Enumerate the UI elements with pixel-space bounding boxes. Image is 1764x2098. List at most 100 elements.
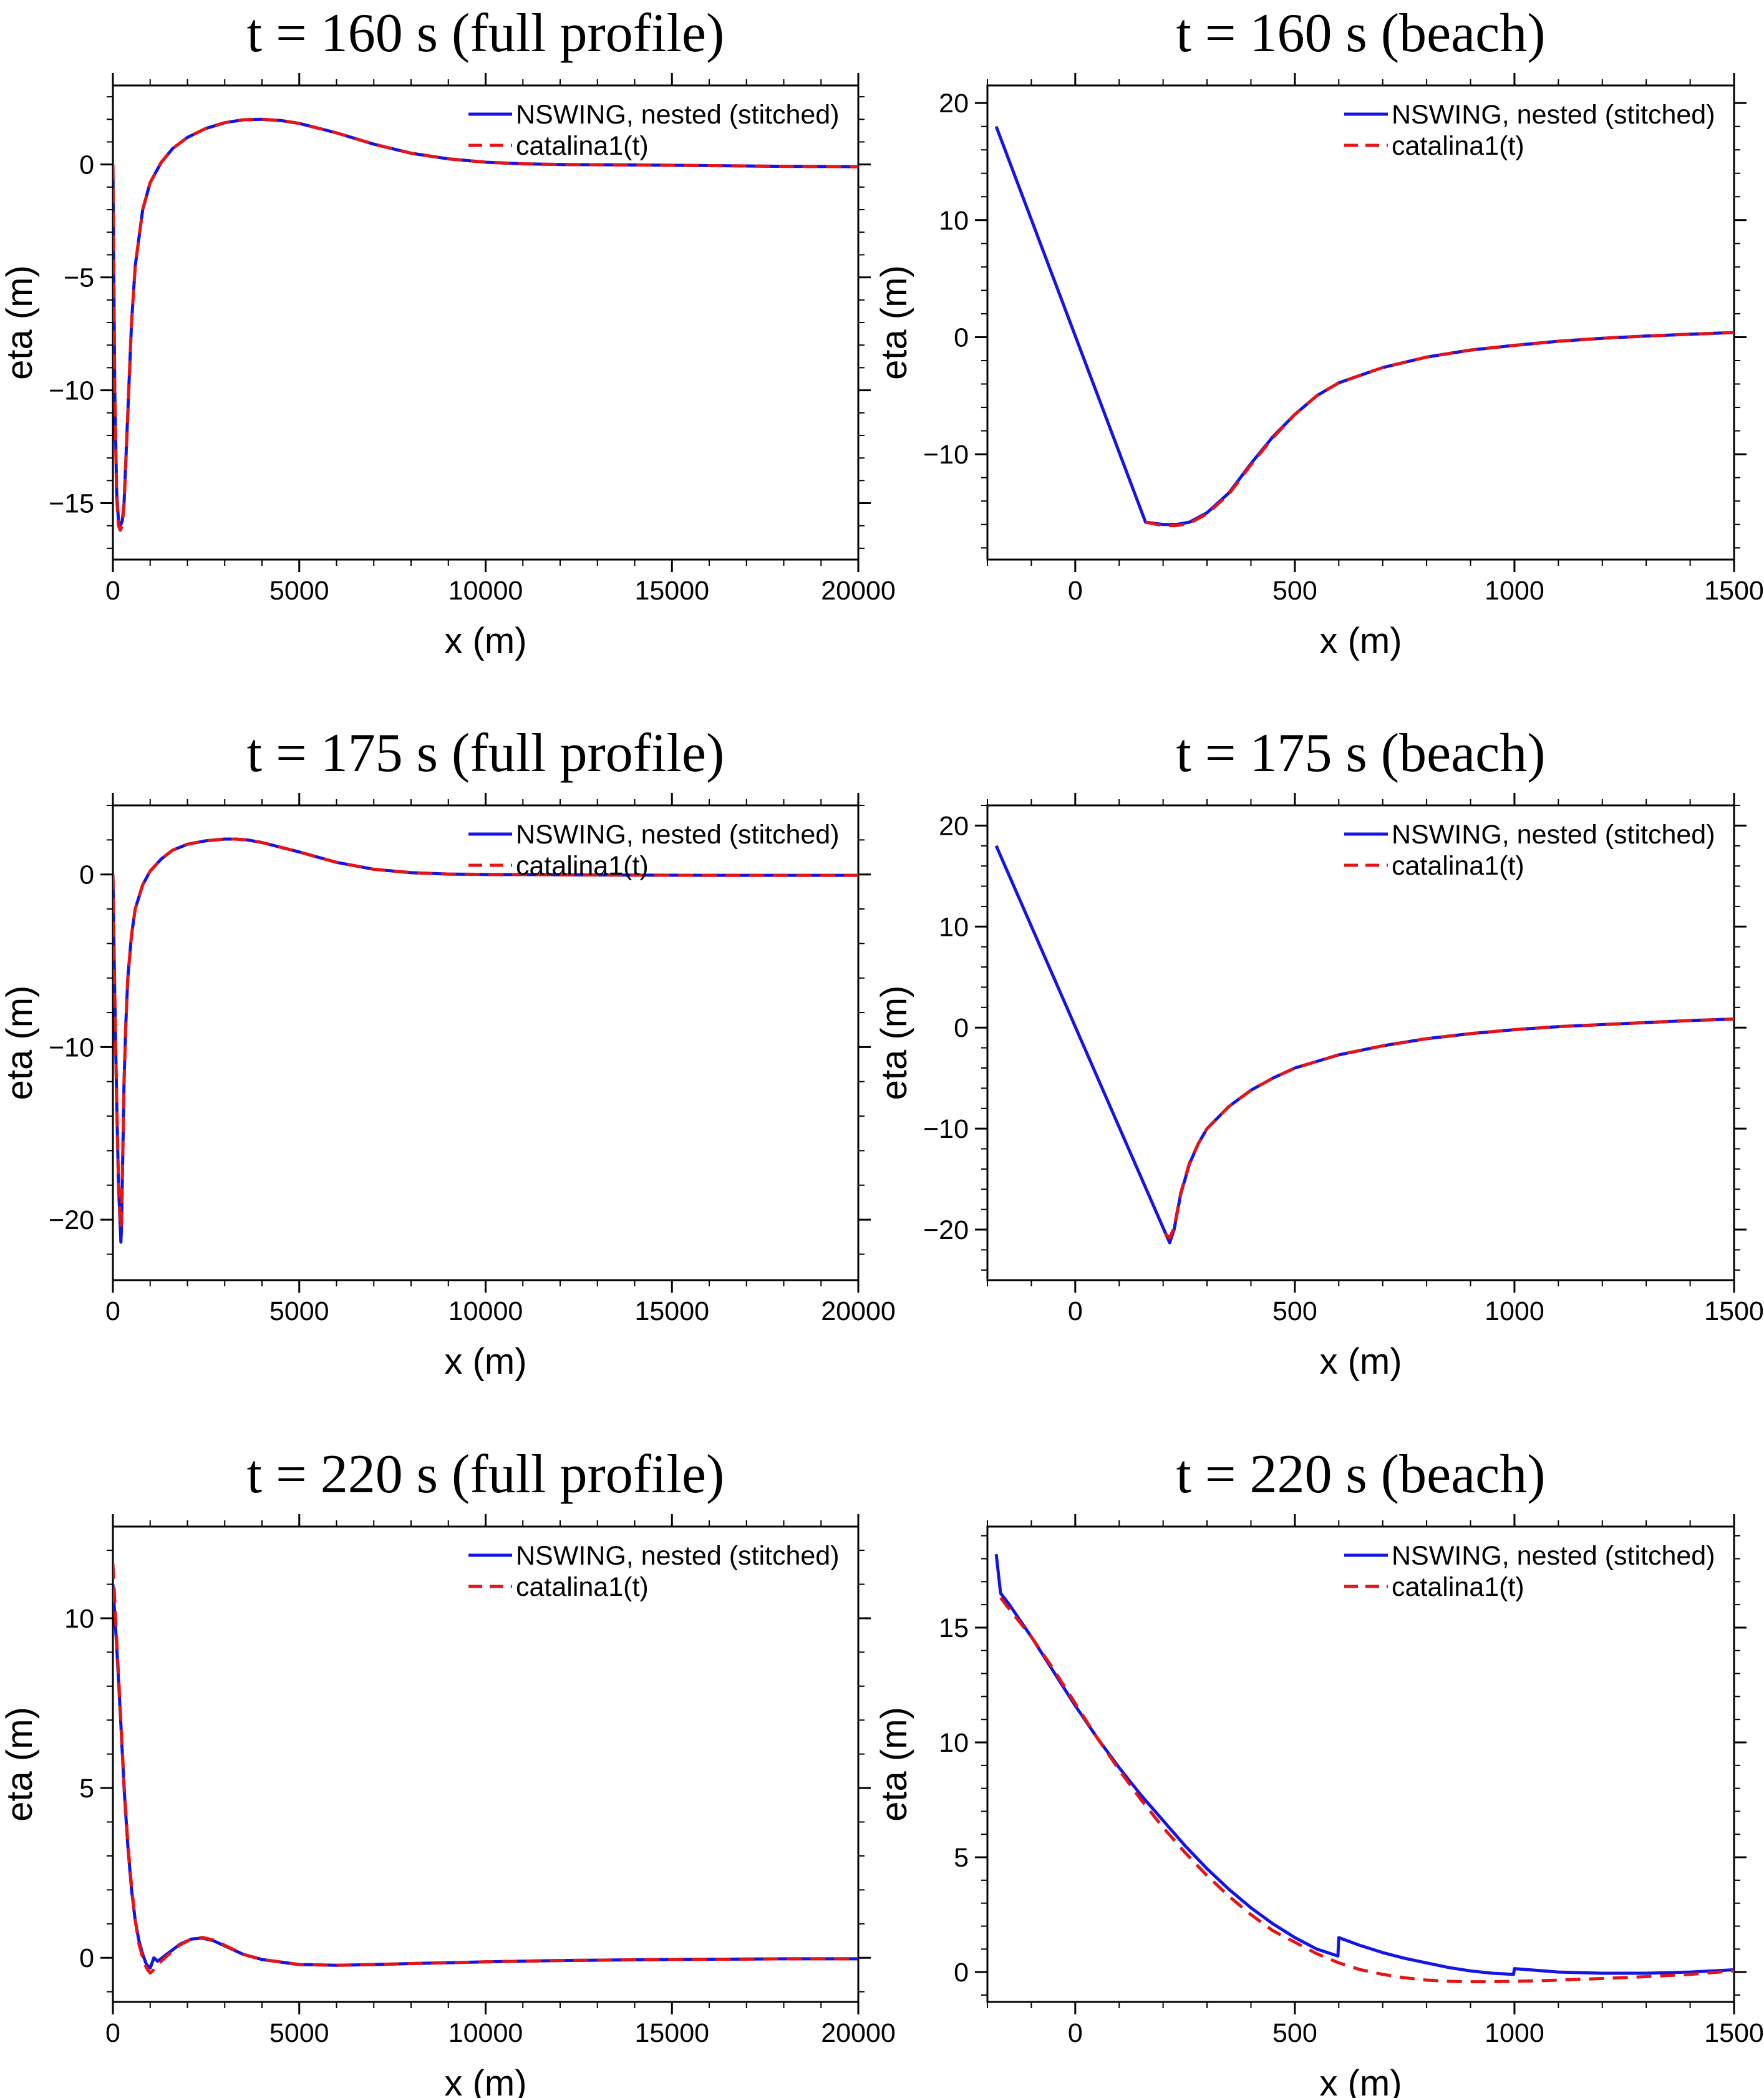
x-tick-label: 20000 [821,576,896,606]
x-tick-label: 0 [1068,2018,1083,2048]
x-tick-label: 0 [1068,1296,1083,1326]
chart-panel-5: t = 220 s (full profile) 0 5000 10000 15000 2… [0,1444,896,2098]
series-line-catalina [999,1596,1734,1984]
y-axis-label: eta (m) [874,986,914,1100]
legend: NSWING, nested (stitched)catalina1(t) [468,820,840,881]
x-axis-label: x (m) [444,621,526,661]
y-tick-label: −10 [49,1032,94,1062]
y-tick-label: −20 [923,1215,969,1245]
chart-panel-2: t = 160 s (beach) 0 500 1000 1500 20 10 0 −10 x (… [874,3,1764,661]
y-tick-label: 10 [939,206,969,236]
axes-frame [986,804,1735,1281]
y-tick-label: −15 [49,489,94,519]
y-tick-label: −10 [49,376,94,406]
x-tick-label: 15000 [634,576,709,606]
x-tick-label: 15000 [634,1296,709,1326]
x-tick-label: 0 [105,576,120,606]
y-tick-label: −5 [64,263,94,293]
y-tick-label: 10 [939,912,969,942]
legend-label: catalina1(t) [516,851,649,881]
x-axis-label: x (m) [1319,1341,1402,1382]
major-ticks [975,73,1747,572]
axes-frame [986,1525,1735,2003]
x-tick-label: 500 [1272,576,1317,606]
x-tick-label: 5000 [269,2018,329,2048]
y-tick-label: 0 [79,860,94,890]
legend-label: NSWING, nested (stitched) [1392,820,1715,850]
x-tick-label: 10000 [448,1296,523,1326]
legend-label: catalina1(t) [1392,1572,1524,1602]
legend-label: catalina1(t) [516,1572,649,1602]
x-axis-label: x (m) [444,2063,526,2098]
legend-label: catalina1(t) [1392,851,1524,881]
y-tick-label: 0 [79,1943,94,1973]
x-tick-label: 0 [105,1296,120,1326]
y-tick-label: 20 [939,89,969,119]
major-ticks [100,73,871,572]
axes-frame [986,84,1735,561]
series-line-catalina [113,117,858,532]
y-tick-label: 15 [939,1613,969,1643]
x-axis-label: x (m) [1319,2063,1402,2098]
legend: NSWING, nested (stitched)catalina1(t) [1344,820,1715,881]
x-tick-label: 1000 [1485,2018,1544,2048]
y-tick-label: 5 [954,1843,969,1873]
legend: NSWING, nested (stitched)catalina1(t) [1344,1541,1715,1602]
panel-title: t = 175 s (beach) [1176,723,1545,784]
legend-label: NSWING, nested (stitched) [516,1541,840,1571]
y-tick-label: 0 [79,150,94,180]
x-axis-label: x (m) [1319,621,1402,661]
y-tick-label: 0 [954,1958,969,1988]
y-tick-label: 5 [79,1774,94,1804]
major-ticks [975,1514,1747,2014]
panel-title: t = 160 s (beach) [1176,3,1545,64]
panel-title: t = 175 s (full profile) [247,723,725,784]
major-ticks [100,793,871,1293]
series-line-catalina [1164,1017,1734,1240]
x-tick-label: 1500 [1704,1296,1764,1326]
y-tick-label: −20 [49,1205,94,1235]
major-ticks [975,793,1747,1293]
x-tick-label: 1500 [1704,576,1764,606]
x-tick-label: 20000 [821,1296,896,1326]
x-tick-label: 5000 [269,576,329,606]
x-tick-label: 1000 [1485,1296,1544,1326]
legend-label: catalina1(t) [516,131,649,161]
x-tick-label: 1000 [1485,576,1544,606]
panel-title: t = 160 s (full profile) [247,3,725,64]
x-tick-label: 0 [1068,576,1083,606]
y-tick-label: −10 [923,1114,969,1144]
x-axis-label: x (m) [444,1341,526,1382]
y-axis-label: eta (m) [0,986,40,1100]
y-tick-label: −10 [923,440,969,470]
x-tick-label: 500 [1272,2018,1317,2048]
panel-title: t = 220 s (beach) [1176,1444,1545,1505]
y-axis-label: eta (m) [0,265,40,380]
legend-label: NSWING, nested (stitched) [1392,1541,1715,1571]
y-axis-label: eta (m) [0,1707,40,1822]
y-tick-label: 0 [954,323,969,352]
y-tick-label: 10 [939,1728,969,1758]
chart-panel-1: t = 160 s (full profile) 0 5000 10000 15000 2… [0,3,896,661]
major-ticks [100,1514,871,2014]
legend: NSWING, nested (stitched)catalina1(t) [468,1541,840,1602]
legend-label: NSWING, nested (stitched) [516,820,840,850]
y-tick-label: 10 [64,1604,94,1634]
x-tick-label: 10000 [448,576,523,606]
chart-panel-3: t = 175 s (full profile) 0 5000 10000 15000 2… [0,723,896,1382]
legend-label: catalina1(t) [1392,131,1524,161]
series-line-catalina [113,1563,858,1975]
legend: NSWING, nested (stitched)catalina1(t) [1344,100,1715,161]
chart-panel-6: t = 220 s (beach) 0 500 1000 1500 15 10 5 0 x (m)… [874,1444,1764,2098]
y-tick-label: 20 [939,811,969,841]
x-tick-label: 5000 [269,1296,329,1326]
series-line-catalina [113,837,858,1230]
x-tick-label: 15000 [634,2018,709,2048]
panel-title: t = 220 s (full profile) [247,1444,725,1505]
x-tick-label: 1500 [1704,2018,1764,2048]
y-axis-label: eta (m) [874,1707,914,1822]
x-tick-label: 0 [105,2018,120,2048]
y-axis-label: eta (m) [874,265,914,380]
legend-label: NSWING, nested (stitched) [516,100,840,130]
